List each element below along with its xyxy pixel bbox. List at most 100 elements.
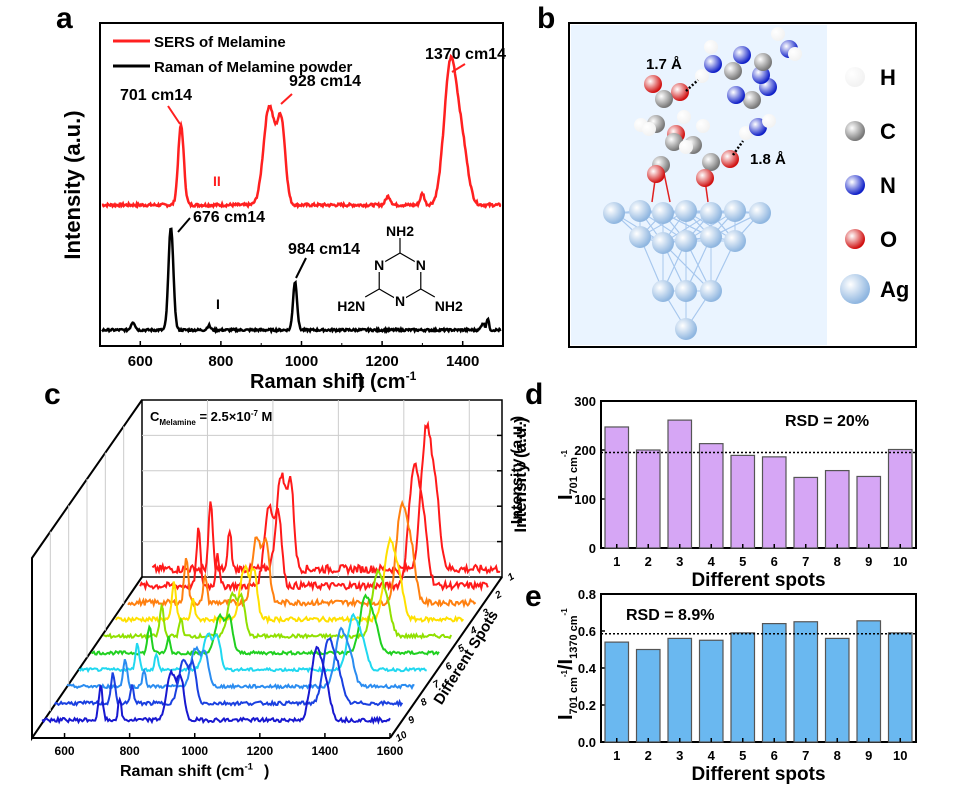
legend-atom-o [845, 229, 865, 249]
structure-label-right: NH2 [435, 298, 463, 314]
x-tick-label-e: 7 [802, 748, 809, 763]
bar-e-8 [824, 637, 850, 743]
#ff2020: 701 cm14 [120, 87, 192, 104]
bar-e-9 [856, 620, 882, 743]
x-axis-label-a-close: ) [358, 371, 365, 393]
panel-label-d: d [525, 378, 544, 411]
bar-d-3 [667, 419, 693, 549]
x-tick-label-d: 9 [865, 554, 872, 569]
y-axis-label-d: I701 cm-1 [555, 449, 580, 500]
atom-ag [629, 226, 651, 248]
x-tick-label-d: 6 [771, 554, 778, 569]
atom-O [696, 169, 714, 187]
bar-d-2 [635, 449, 661, 549]
legend-label-h: H [880, 65, 896, 90]
legend-label-a: SERS of Melamine [154, 34, 286, 51]
y-tick-label-e: 0.4 [578, 661, 597, 676]
y-tick-label-d: 0 [589, 541, 596, 556]
atom-ag [675, 280, 697, 302]
legend-atom-c [845, 121, 865, 141]
x-tick-label-a: 1200 [365, 353, 398, 370]
atom-ag [652, 280, 674, 302]
bar-d-9 [856, 475, 882, 549]
legend-atom-ag [840, 274, 870, 304]
atom-ag [724, 200, 746, 222]
hbond-1 [685, 79, 699, 92]
y-tick-label-e: 0.0 [578, 735, 596, 750]
x-axis-label-d: Different spots [691, 570, 825, 591]
y-tick-label-e: 0.2 [578, 698, 596, 713]
distance-label-2: 1.8 Å [750, 151, 786, 168]
spot-tick-label: 7 [431, 678, 442, 691]
x-tick-label-a: 600 [128, 353, 153, 370]
y-axis-label-a: Intensity (a.u.) [60, 110, 85, 259]
atom-ag [749, 202, 771, 224]
spot-tick-label: 5 [456, 643, 467, 656]
x-tick-label-c: 600 [55, 744, 75, 758]
plot-frame-d [600, 400, 917, 549]
#ff2020: 928 cm14 [289, 73, 361, 90]
x-tick-label-d: 7 [802, 554, 809, 569]
annotation-arrow-676 [177, 217, 191, 233]
spot-tick-label: 2 [493, 589, 505, 602]
legend-label-a: Raman of Melamine powder [154, 59, 353, 76]
atom-ag [652, 232, 674, 254]
atom-ag [724, 230, 746, 252]
y-axis-label-e: I701 cm-1/I1370 cm-1 [555, 608, 580, 720]
ring-n-bg [414, 258, 427, 272]
atom-N [727, 86, 745, 104]
bar-e-2 [635, 648, 661, 743]
o-ag-bond [663, 172, 671, 203]
bar-e-10 [887, 632, 913, 743]
spot-tick-label: 8 [419, 696, 430, 709]
series-line-sers [101, 53, 502, 210]
atom-ag [652, 202, 674, 224]
annotation-arrow-1370 [451, 63, 466, 73]
spot-tick-label: 9 [406, 714, 417, 727]
atom-ag [603, 202, 625, 224]
atom-O [644, 75, 662, 93]
ring-n-label: N [374, 257, 384, 273]
atom-ag [675, 230, 697, 252]
atom-H [677, 110, 691, 124]
atom-C [655, 90, 673, 108]
x-tick-label-d: 4 [708, 554, 716, 569]
hbond-2 [731, 140, 745, 156]
ag-bond [662, 242, 712, 292]
atom-ag [700, 202, 722, 224]
y-tick-label-d: 300 [574, 394, 596, 409]
x-tick-label-e: 4 [708, 748, 716, 763]
annotation-arrow-928 [280, 93, 293, 105]
x-tick-label-c: 1600 [377, 744, 404, 758]
x-tick-label-d: 10 [893, 554, 907, 569]
atom-O [647, 165, 665, 183]
spectrum-spot-6 [90, 593, 440, 657]
spot-tick-label: 10 [394, 729, 410, 744]
y-axis-label-c: Intensity (a.u.) [509, 416, 526, 524]
atom-ag [675, 318, 697, 340]
spectrum-spot-7 [78, 612, 427, 674]
atom-C [724, 62, 742, 80]
bar-d-10 [887, 448, 913, 549]
x-tick-label-e: 8 [834, 748, 841, 763]
atom-H [704, 40, 718, 54]
bar-d-4 [698, 443, 724, 549]
x-tick-label-e: 3 [676, 748, 683, 763]
atom-C [665, 133, 683, 151]
atom-H [696, 119, 710, 133]
spot-tick-label: 1 [506, 571, 517, 584]
ring-n-bg [373, 258, 386, 272]
spectrum-spot-10 [41, 645, 391, 725]
spectrum-spot-2 [139, 462, 489, 593]
x-axis-label-e: Different spots [691, 764, 825, 785]
depth-axis-c [389, 576, 503, 739]
spectrum-spot-4 [114, 535, 465, 625]
x-axis-label-c-close: ) [264, 763, 269, 780]
bar-e-6 [761, 622, 787, 743]
legend-label-ag: Ag [880, 277, 909, 302]
atom-H [695, 69, 709, 83]
panel-label-a: a [56, 2, 73, 35]
x-tick-label-d: 1 [613, 554, 620, 569]
x-tick-label-d: 2 [645, 554, 652, 569]
